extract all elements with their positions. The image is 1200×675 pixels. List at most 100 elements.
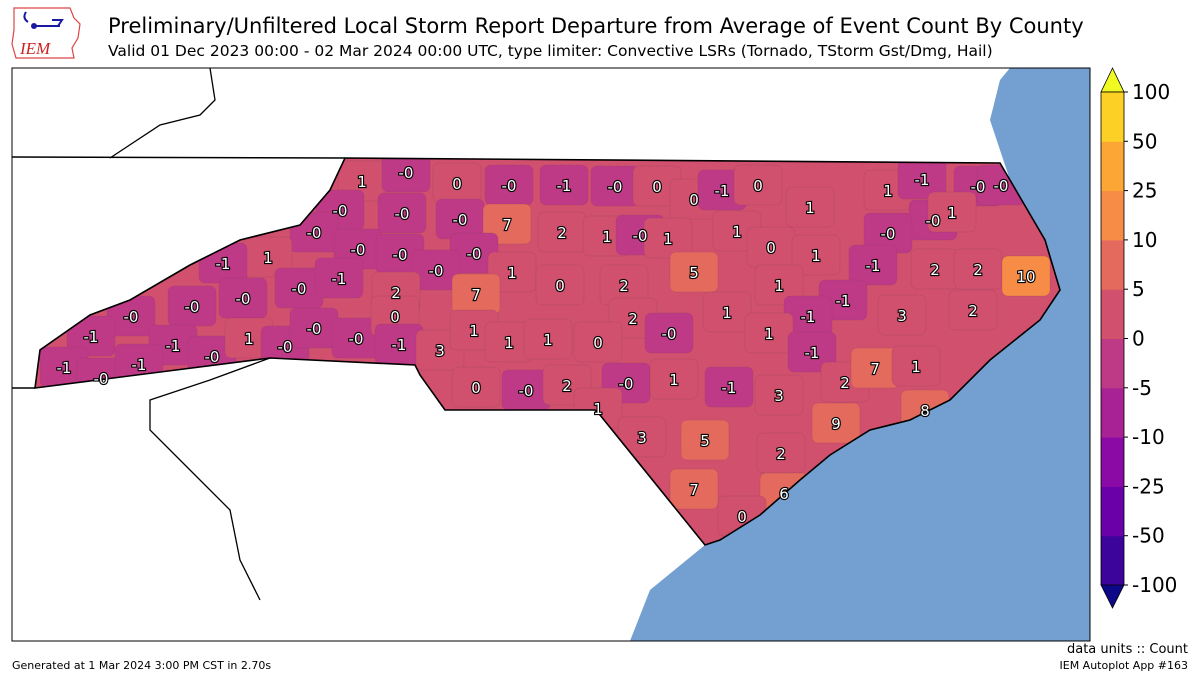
county-value-label: -1 (866, 257, 881, 275)
county-value-label: 2 (562, 377, 572, 395)
county-value-label: 0 (390, 308, 400, 326)
county-value-label: -1 (836, 292, 851, 310)
county-value-label: -0 (205, 348, 220, 366)
county-value-label: 7 (870, 360, 880, 378)
colorbar-band (1101, 437, 1124, 487)
county-value-label: 1 (722, 304, 732, 322)
county-value-label: 2 (968, 302, 978, 320)
county-value-label: -1 (132, 356, 147, 374)
county-value-label: -1 (216, 255, 231, 273)
county-value-label: -0 (399, 164, 414, 182)
county-value-label: 3 (435, 342, 445, 360)
colorbar-band (1101, 141, 1124, 192)
county-value-label: -1 (392, 336, 407, 354)
county-fill (377, 192, 427, 234)
county-value-label: -0 (236, 290, 251, 308)
county-value-label: -1 (715, 182, 730, 200)
county-value-label: 7 (502, 216, 512, 234)
county-value-label: 2 (391, 284, 401, 302)
state-border-west (109, 67, 216, 159)
county-value-label: 0 (471, 379, 481, 397)
county-fill (785, 186, 835, 228)
county-value-label: -0 (333, 202, 348, 220)
county-value-label: 1 (244, 330, 254, 348)
colorbar-band (1101, 289, 1124, 339)
county-value-label: 1 (663, 230, 673, 248)
generated-timestamp: Generated at 1 Mar 2024 3:00 PM CST in 2… (12, 659, 272, 672)
county-fill (702, 291, 752, 333)
county-value-label: -0 (926, 212, 941, 230)
chart-title: Preliminary/Unfiltered Local Storm Repor… (108, 14, 1084, 38)
county-value-label: 0 (452, 175, 462, 193)
county-value-label: 3 (897, 307, 907, 325)
county-fill (381, 158, 431, 193)
colorbar-band (1101, 92, 1124, 142)
county-value-label: 1 (357, 173, 367, 191)
county-fill (451, 366, 501, 408)
colorbar-band (1101, 486, 1124, 537)
county-value-label: 1 (504, 334, 514, 352)
county-fill (643, 217, 693, 259)
sc-ga-border (149, 357, 271, 601)
colorbar-tick-label: -50 (1132, 524, 1165, 548)
county-value-label: -0 (292, 280, 307, 298)
county-value-label: 1 (811, 247, 821, 265)
county-value-label: -0 (453, 211, 468, 229)
county-value-label: 2 (840, 374, 850, 392)
county-value-label: -0 (662, 325, 677, 343)
county-value-label: -1 (84, 328, 99, 346)
county-value-label: -0 (94, 370, 109, 388)
county-value-label: -0 (395, 205, 410, 223)
county-value-label: -1 (557, 177, 572, 195)
virginia-border (11, 156, 346, 159)
county-value-label: 1 (469, 322, 479, 340)
county-fill (680, 419, 730, 461)
county-fill (644, 312, 694, 354)
county-value-label: -0 (519, 382, 534, 400)
colorbar-under-triangle (1100, 584, 1125, 609)
county-value-label: -1 (805, 344, 820, 362)
county-value-label: -0 (351, 241, 366, 259)
county-value-label: -0 (502, 177, 517, 195)
county-value-label: -0 (633, 227, 648, 245)
county-value-label: -1 (722, 379, 737, 397)
iem-logo: IEM (11, 7, 81, 59)
county-value-label: 5 (700, 432, 710, 450)
county-value-label: -0 (608, 178, 623, 196)
county-value-label: 1 (774, 277, 784, 295)
colorbar-tick-label: -25 (1132, 474, 1165, 498)
county-value-label: 0 (737, 508, 747, 526)
logo-text: IEM (19, 39, 51, 58)
county-value-label: 2 (973, 261, 983, 279)
county-value-label: 0 (652, 178, 662, 196)
county-value-label: -0 (185, 298, 200, 316)
county-value-label: 0 (766, 239, 776, 257)
county-value-label: 3 (637, 429, 647, 447)
county-fill (523, 318, 573, 360)
county-value-label: 3 (774, 387, 784, 405)
county-value-label: -1 (166, 337, 181, 355)
county-value-label: 1 (883, 182, 893, 200)
county-fill (891, 345, 941, 387)
colorbar-band (1101, 239, 1124, 290)
county-value-label: 1 (732, 223, 742, 241)
county-value-label: -1 (57, 359, 72, 377)
county-fill (848, 244, 898, 286)
county-value-label: 1 (947, 204, 957, 222)
colorbar-tick-label: 0 (1132, 327, 1145, 351)
county-value-label: 1 (543, 331, 553, 349)
county-value-label: -0 (124, 308, 139, 326)
county-value-label: 10 (1016, 268, 1035, 286)
colorbar-over-triangle (1100, 67, 1125, 93)
county-value-label: 2 (776, 445, 786, 463)
county-fill (787, 331, 837, 373)
county-fill (535, 264, 585, 306)
county-value-label: 1 (764, 325, 774, 343)
county-fill (411, 249, 461, 291)
county-fill (539, 164, 589, 206)
county-value-label: 2 (930, 261, 940, 279)
colorbar-band (1101, 338, 1124, 389)
county-fill (754, 264, 804, 306)
county-value-label: -0 (971, 178, 986, 196)
